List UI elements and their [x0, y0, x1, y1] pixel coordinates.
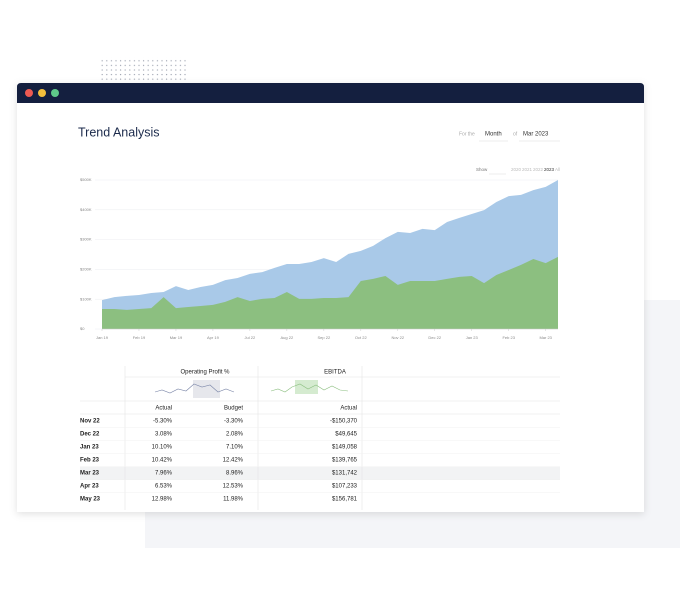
cell: $49,645 [335, 432, 357, 438]
cell: 11.98% [223, 497, 244, 503]
period-of: of [513, 131, 518, 137]
x-tick-label: Dec 22 [428, 335, 441, 340]
group-header: EBITDA [324, 370, 346, 376]
y-tick-label: $300K [80, 237, 92, 242]
title-bar [17, 83, 644, 103]
column-header: Actual [155, 406, 172, 412]
cell: -5.30% [153, 419, 173, 425]
x-tick-label: Feb 23 [502, 335, 515, 340]
chart: $0 $100K $200K $300K $400K $500K Jan 19 Feb 19 M… [80, 177, 558, 340]
x-tick-label: Mar 23 [539, 335, 552, 340]
area [102, 256, 558, 329]
cell: -$150,370 [330, 419, 358, 425]
spark-highlight [295, 380, 318, 394]
dot-grid [100, 57, 186, 81]
row-label: Dec 22 [80, 432, 100, 438]
group-header: Operating Profit % [180, 370, 230, 376]
row-label: Feb 23 [80, 458, 100, 464]
range-option[interactable]: 2021 [522, 167, 533, 172]
row-label: Mar 23 [80, 471, 100, 477]
x-tick-label: Jan 23 [466, 335, 479, 340]
cell: 7.96% [155, 471, 173, 477]
cell: 12.98% [152, 497, 173, 503]
table: Operating Profit % EBITDA Actual Budget Actu… [80, 366, 560, 510]
row-highlight [80, 467, 560, 480]
cell: $107,233 [332, 484, 358, 490]
cell: 12.42% [223, 458, 244, 464]
cell: 12.53% [223, 484, 244, 490]
page-title: Trend Analysis [78, 125, 160, 139]
sparkline [270, 383, 349, 393]
cell: 8.96% [226, 471, 244, 477]
range-option[interactable]: 2022 [533, 167, 544, 172]
row-label: May 23 [80, 497, 101, 503]
period-date[interactable]: Mar 2023 [523, 132, 549, 138]
x-tick-label: Jul 22 [245, 335, 256, 340]
maximize-dot[interactable] [51, 89, 59, 97]
cell: 10.42% [152, 458, 173, 464]
range-option[interactable]: 2020 [511, 167, 522, 172]
x-tick-label: Oct 22 [355, 335, 368, 340]
cell: $149,058 [332, 445, 358, 451]
cell: 6.53% [155, 484, 173, 490]
row-label: Nov 22 [80, 419, 100, 425]
x-tick-label: Apr 19 [207, 335, 220, 340]
y-tick-label: $100K [80, 296, 92, 301]
x-tick-label: Nov 22 [391, 335, 404, 340]
row-label: Jan 23 [80, 445, 99, 451]
x-tick-label: Jan 19 [96, 335, 109, 340]
cell: 2.08% [226, 432, 244, 438]
y-tick-label: $200K [80, 266, 92, 271]
column-header: Actual [340, 406, 357, 412]
x-tick-label: Aug 22 [281, 335, 294, 340]
cell: $139,765 [332, 458, 358, 464]
cell: 7.10% [226, 445, 244, 451]
cell: 10.10% [152, 445, 173, 451]
y-tick-label: $400K [80, 207, 92, 212]
range-label: Show [476, 167, 488, 172]
x-tick-label: Sep 22 [317, 335, 330, 340]
range-option[interactable]: All [555, 167, 560, 172]
y-tick-label: $500K [80, 177, 92, 182]
y-tick-label: $0 [80, 326, 85, 331]
close-dot[interactable] [25, 89, 33, 97]
x-tick-label: Feb 19 [133, 335, 146, 340]
cell: 3.08% [155, 432, 173, 438]
cell: $131,742 [332, 471, 358, 477]
cell: $156,781 [332, 497, 358, 503]
column-header: Budget [224, 406, 243, 412]
period-prefix: For the [459, 131, 475, 137]
row-label: Apr 23 [80, 484, 99, 490]
sparkline [154, 383, 235, 394]
minimize-dot[interactable] [38, 89, 46, 97]
period-unit[interactable]: Month [485, 132, 502, 138]
x-tick-label: Mar 19 [170, 335, 183, 340]
range-option[interactable]: 2023 [544, 167, 555, 172]
spark-highlight [193, 380, 220, 398]
cell: -3.30% [224, 419, 244, 425]
